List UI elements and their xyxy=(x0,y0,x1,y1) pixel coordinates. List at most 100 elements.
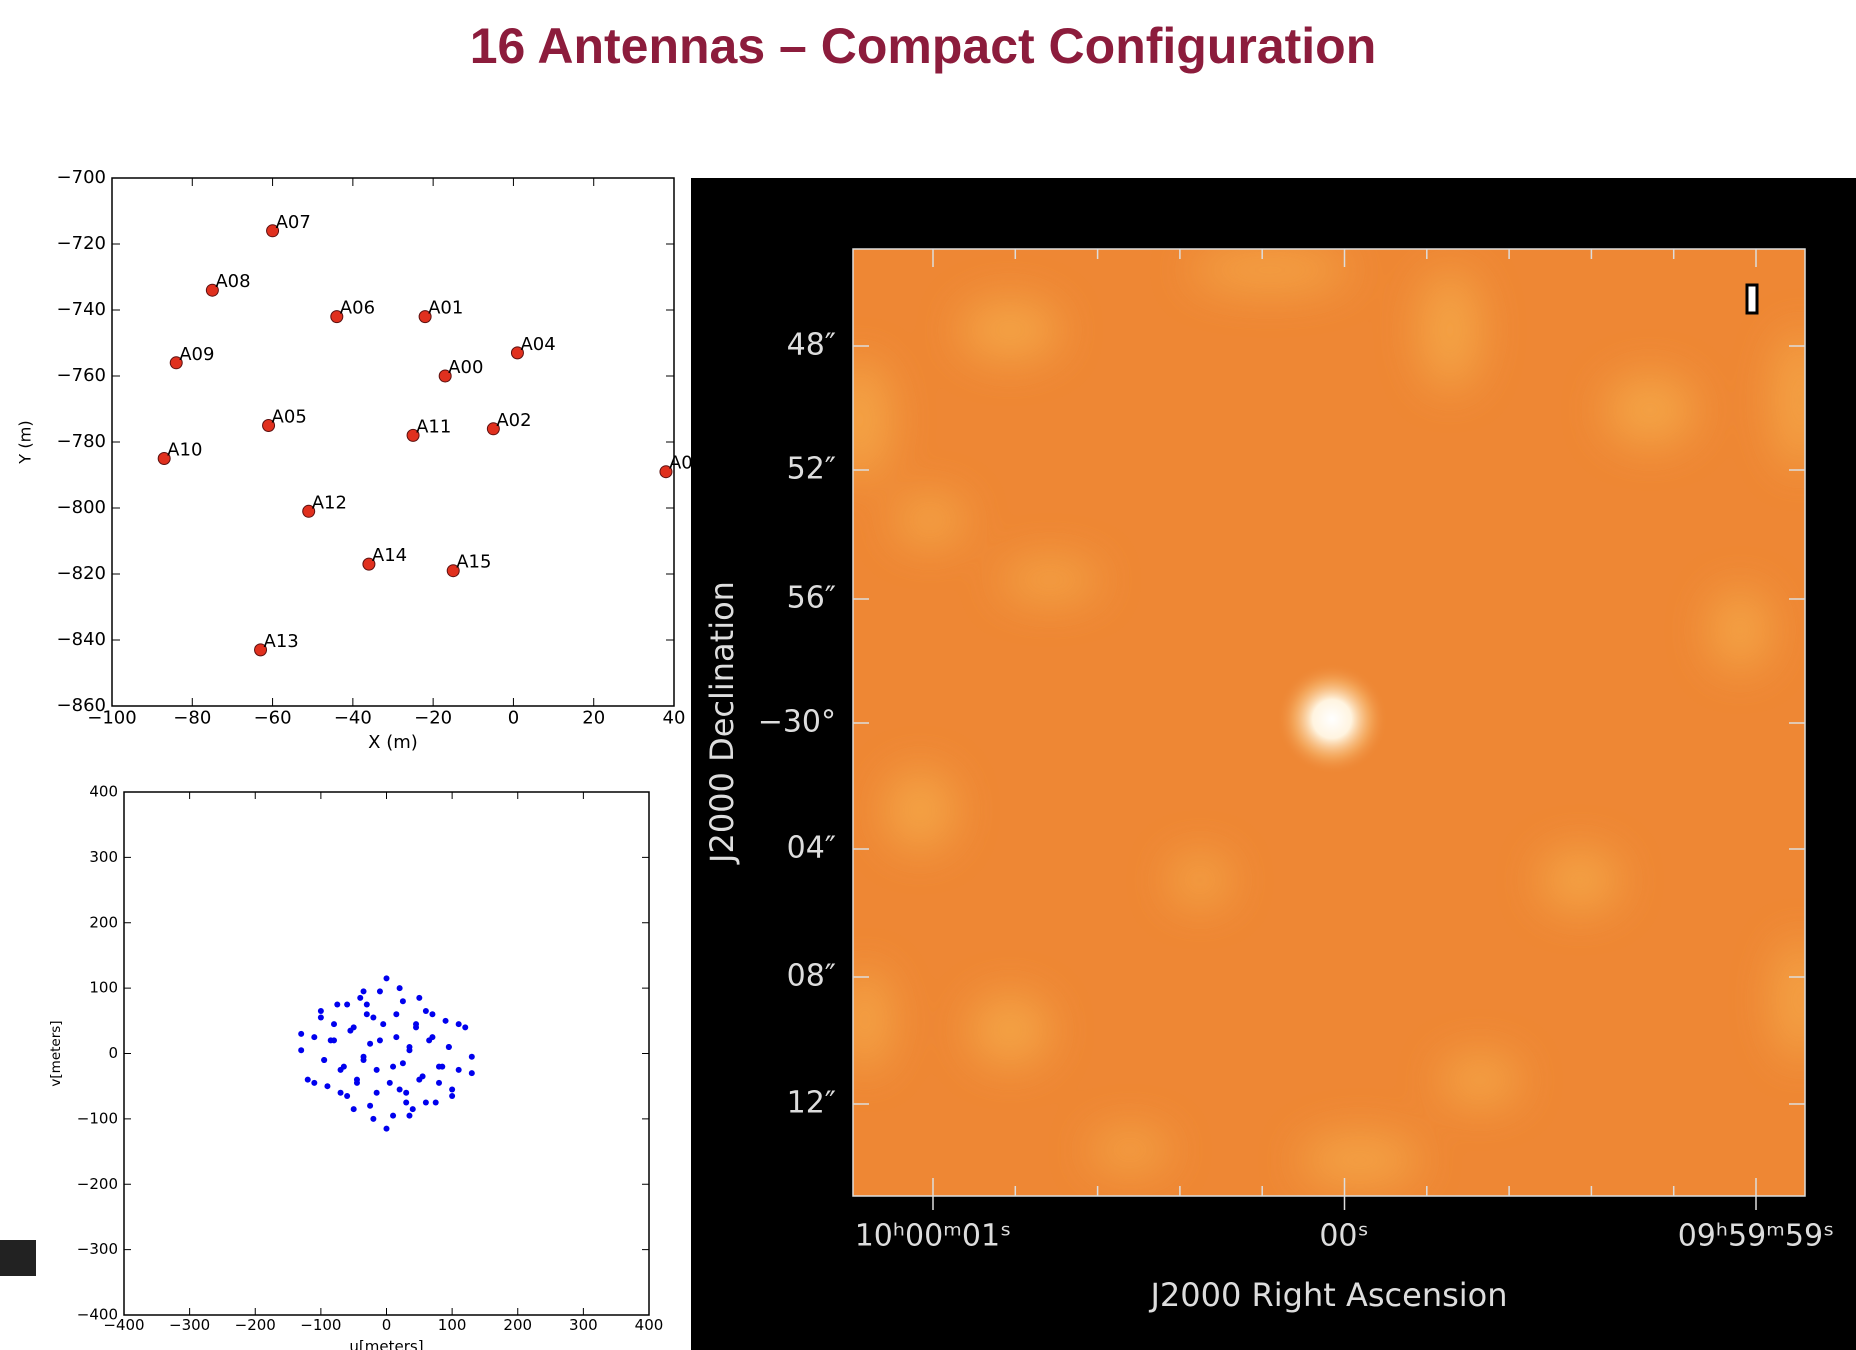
y-axis-label: v[meters] xyxy=(48,1020,64,1086)
point xyxy=(363,1011,370,1018)
ra-tick-label: 09ʰ59ᵐ59ˢ xyxy=(1678,1219,1835,1254)
y-tick-label: −780 xyxy=(57,431,106,452)
point xyxy=(376,1037,383,1044)
point-label: A12 xyxy=(312,492,347,513)
y-tick-label: 100 xyxy=(89,979,118,997)
point xyxy=(406,428,420,442)
point xyxy=(373,1066,380,1073)
point xyxy=(439,1063,446,1070)
point xyxy=(304,1076,311,1083)
point xyxy=(422,1099,429,1106)
point xyxy=(363,1001,370,1008)
x-tick-label: −40 xyxy=(334,708,372,729)
y-tick-label: −820 xyxy=(57,563,106,584)
y-tick-label: −100 xyxy=(77,1109,118,1127)
point xyxy=(383,975,390,982)
point xyxy=(403,1099,410,1106)
x-tick-label: 200 xyxy=(503,1316,532,1334)
point xyxy=(311,1079,318,1086)
point xyxy=(337,1066,344,1073)
point-label: A00 xyxy=(448,357,483,378)
point xyxy=(468,1070,475,1077)
point xyxy=(659,465,673,479)
point xyxy=(317,1014,324,1021)
x-tick-label: 300 xyxy=(569,1316,598,1334)
point xyxy=(357,994,364,1001)
x-tick-label: −100 xyxy=(87,708,136,729)
point-label: A08 xyxy=(215,271,250,292)
beam-marker xyxy=(1745,283,1759,315)
point xyxy=(311,1034,318,1041)
point-label: A10 xyxy=(167,440,202,461)
point xyxy=(403,1089,410,1096)
y-tick-label: 400 xyxy=(89,783,118,801)
point xyxy=(347,1027,354,1034)
x-axis-label: J2000 Right Ascension xyxy=(1148,1276,1507,1314)
x-tick-label: −200 xyxy=(235,1316,276,1334)
point xyxy=(462,1024,469,1031)
heatmap-texture xyxy=(853,250,1805,1185)
image-panel: 48″ 52″ 56″ −30° 04″ 08″ 12″ 10ʰ00ᵐ01ˢ 00ˢ 09ʰ59ᵐ… xyxy=(691,178,1856,1350)
point xyxy=(393,1011,400,1018)
left-charts: −100 −80 −60 −40 −20 0 20 40−860−840−820−800−78… xyxy=(16,167,705,1350)
y-tick-label: −300 xyxy=(77,1240,118,1258)
point xyxy=(413,1024,420,1031)
x-axis-label: u[meters] xyxy=(349,1338,423,1350)
x-tick-label: −60 xyxy=(254,708,292,729)
point xyxy=(418,310,432,324)
x-tick-label: 40 xyxy=(663,708,686,729)
point xyxy=(438,369,452,383)
point xyxy=(266,224,280,238)
point xyxy=(399,998,406,1005)
point-label: A01 xyxy=(428,298,463,319)
point xyxy=(445,1043,452,1050)
point xyxy=(468,1053,475,1060)
ra-tick-label: 00ˢ xyxy=(1319,1219,1368,1254)
point xyxy=(373,1089,380,1096)
point xyxy=(362,557,376,571)
x-tick-label: 20 xyxy=(582,708,605,729)
point xyxy=(422,1008,429,1015)
point xyxy=(449,1086,456,1093)
point xyxy=(396,985,403,992)
point xyxy=(436,1079,442,1086)
point xyxy=(330,310,344,324)
edge-artifact xyxy=(0,1240,36,1276)
x-axis-label: X (m) xyxy=(368,732,418,753)
point xyxy=(510,346,524,360)
point xyxy=(324,1083,331,1090)
point-label: A07 xyxy=(276,212,311,233)
x-tick-label: 100 xyxy=(438,1316,467,1334)
point xyxy=(386,1079,393,1086)
point xyxy=(298,1030,305,1037)
point xyxy=(442,1017,449,1024)
x-tick-label: −400 xyxy=(103,1316,144,1334)
point xyxy=(337,1089,344,1096)
x-tick-label: 400 xyxy=(635,1316,664,1334)
point xyxy=(157,452,171,465)
point-label: A02 xyxy=(496,410,531,431)
point xyxy=(360,1057,367,1064)
point xyxy=(393,1034,400,1041)
point xyxy=(455,1021,462,1028)
point-label: A11 xyxy=(416,416,451,437)
point xyxy=(321,1057,328,1064)
point xyxy=(446,564,460,578)
point xyxy=(406,1047,413,1054)
y-tick-label: −800 xyxy=(57,497,106,518)
point-label: A13 xyxy=(264,631,299,652)
y-tick-label: −740 xyxy=(57,299,106,320)
point xyxy=(429,1011,436,1018)
point xyxy=(396,1086,403,1093)
slide-title: 16 Antennas – Compact Configuration xyxy=(470,18,1377,74)
point xyxy=(254,643,268,657)
y-tick-label: −200 xyxy=(77,1175,118,1193)
point xyxy=(344,1001,351,1008)
y-tick-label: 200 xyxy=(89,913,118,931)
dec-tick-label: 52″ xyxy=(787,452,836,487)
dec-tick-label: 08″ xyxy=(787,959,836,994)
point xyxy=(406,1112,413,1119)
point xyxy=(205,283,219,297)
point xyxy=(486,422,500,436)
y-tick-label: 0 xyxy=(108,1044,118,1062)
